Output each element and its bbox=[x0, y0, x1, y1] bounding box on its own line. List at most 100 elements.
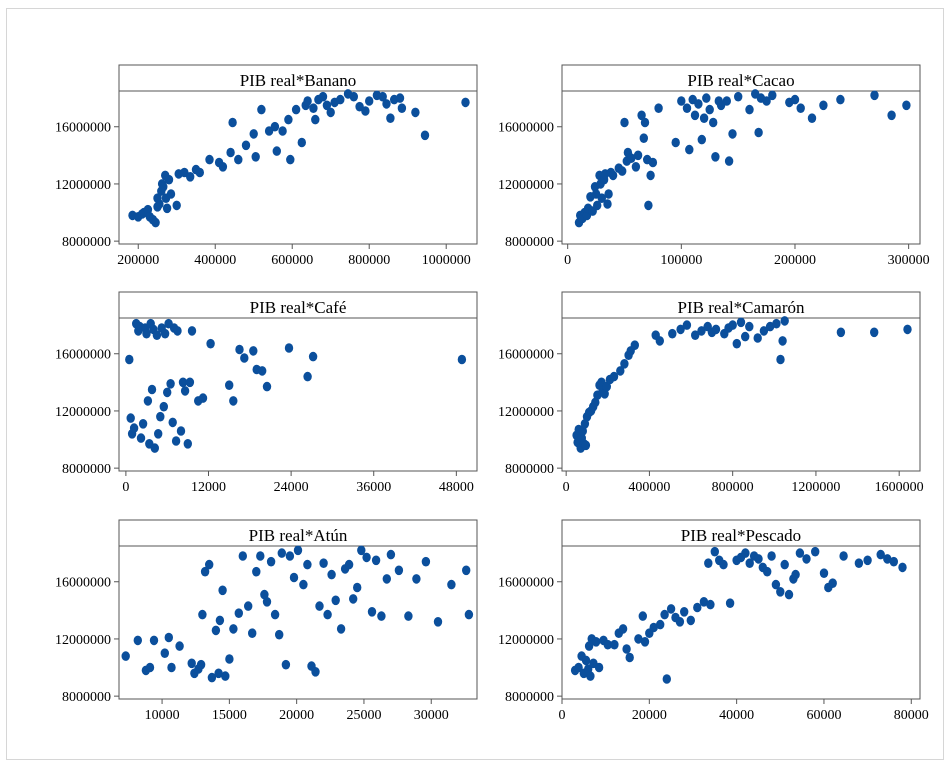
panel-4-point bbox=[736, 317, 746, 328]
panel-6-point bbox=[771, 579, 781, 590]
panel-3-point bbox=[198, 393, 208, 403]
panel-1-point bbox=[420, 130, 430, 141]
panel-2-point bbox=[734, 91, 743, 102]
panel-5-point bbox=[433, 617, 443, 627]
panel-2-point bbox=[677, 96, 686, 106]
panel-4-point bbox=[682, 320, 692, 330]
panel-1-point bbox=[159, 182, 168, 192]
panel-1-point bbox=[162, 203, 172, 214]
panel-5-point bbox=[382, 574, 391, 584]
panel-6-point bbox=[706, 599, 715, 610]
panel-1-point bbox=[241, 140, 251, 151]
panel-5-point bbox=[187, 658, 196, 669]
panel-6-point bbox=[693, 602, 702, 613]
panel-2-ytick-label: 16000000 bbox=[498, 121, 554, 136]
panel-2-point bbox=[671, 137, 680, 148]
panel-3-point bbox=[180, 386, 190, 396]
panel-2-point bbox=[705, 104, 714, 115]
panel-5-point bbox=[462, 565, 471, 576]
panel-1-point bbox=[318, 91, 328, 102]
panel-2-box bbox=[561, 64, 921, 245]
panel-1-point bbox=[378, 91, 387, 102]
panel-1-point bbox=[164, 174, 174, 185]
panel-2-point bbox=[745, 104, 754, 115]
panel-6-ytick-label: 12000000 bbox=[498, 633, 554, 648]
panel-6-point bbox=[618, 624, 628, 634]
panel-4-xtick-label: 800000 bbox=[712, 480, 754, 495]
panel-3-point bbox=[240, 353, 249, 363]
panel-2-point bbox=[644, 200, 653, 211]
panel-2-point bbox=[807, 113, 817, 123]
panel-1-point bbox=[151, 217, 160, 228]
panel-1-point bbox=[226, 147, 235, 158]
panel-3-ytick-label: 16000000 bbox=[55, 348, 111, 363]
panel-4-point bbox=[836, 327, 846, 338]
panel-1-point bbox=[395, 93, 405, 103]
panel-3-point bbox=[150, 443, 159, 453]
panel-1-point bbox=[336, 94, 345, 105]
panel-5-point bbox=[336, 624, 346, 634]
panel-4-ytick-label: 12000000 bbox=[498, 405, 554, 420]
panel-1-point bbox=[297, 137, 306, 148]
panel-4-xtick-label: 0 bbox=[563, 480, 570, 495]
panel-5-point bbox=[244, 601, 253, 611]
panel-2-point bbox=[620, 117, 629, 128]
panel-4-xtick-label: 400000 bbox=[628, 480, 670, 495]
panel-6-point bbox=[776, 587, 785, 597]
panel-3-point bbox=[262, 381, 272, 392]
panel-2-xtick-label: 0 bbox=[564, 253, 571, 268]
scatter-matrix: PIB real*Banano8000000120000001600000020… bbox=[55, 64, 930, 723]
panel-3-point bbox=[125, 354, 134, 365]
panel-3-point bbox=[160, 328, 170, 339]
panel-6-point bbox=[666, 604, 676, 614]
panel-5-ytick-label: 16000000 bbox=[55, 576, 111, 591]
panel-6-point bbox=[780, 559, 789, 570]
panel-4-xtick-label: 1600000 bbox=[875, 480, 924, 495]
panel-4-point bbox=[772, 318, 781, 329]
panel-6-ytick-label: 16000000 bbox=[498, 576, 554, 591]
panel-5-point bbox=[362, 552, 371, 563]
panel-5-point bbox=[275, 629, 284, 640]
panel-2-point bbox=[722, 96, 731, 106]
panel-1-xtick-label: 1000000 bbox=[422, 253, 471, 268]
panel-2-point bbox=[682, 103, 692, 113]
panel-3-title: PIB real*Café bbox=[250, 298, 347, 317]
panel-5-point bbox=[303, 559, 312, 570]
panel-6-point bbox=[883, 554, 892, 564]
panel-4-point bbox=[745, 321, 754, 332]
panel-3-point bbox=[168, 417, 177, 428]
panel-6-xtick-label: 80000 bbox=[894, 708, 929, 723]
panel-5-point bbox=[281, 659, 291, 670]
panel-3-point bbox=[187, 326, 197, 336]
panel-1-point bbox=[311, 114, 320, 125]
panel-1-point bbox=[349, 91, 358, 102]
panel-5-xtick-label: 25000 bbox=[346, 708, 381, 723]
panel-6-xtick-label: 20000 bbox=[632, 708, 667, 723]
panel-5-xtick-label: 15000 bbox=[212, 708, 247, 723]
panel-1-xtick-label: 400000 bbox=[194, 253, 236, 268]
panel-1-point bbox=[382, 99, 391, 109]
panel-5-point bbox=[260, 589, 269, 600]
panel-6-point bbox=[795, 548, 805, 558]
panel-3-point bbox=[154, 429, 163, 439]
panel-3-point bbox=[159, 401, 168, 412]
panel-1-xtick-label: 200000 bbox=[117, 253, 159, 268]
panel-6-title: PIB real*Pescado bbox=[681, 526, 801, 545]
panel-5-point bbox=[412, 574, 421, 584]
panel-5-point bbox=[225, 654, 234, 664]
panel-6-point bbox=[625, 652, 634, 663]
panel-3-point bbox=[138, 419, 148, 429]
panel-1-point bbox=[218, 162, 228, 172]
panel-6-point bbox=[811, 546, 820, 557]
panel-5-box bbox=[118, 519, 478, 700]
panel-3-point bbox=[258, 366, 267, 376]
panel-3-box bbox=[118, 291, 478, 472]
panel-2-point bbox=[711, 152, 720, 162]
panel-3-ytick-label: 12000000 bbox=[55, 405, 111, 420]
panel-4-point bbox=[759, 326, 769, 336]
panel-2-point bbox=[790, 94, 800, 105]
panel-4-point bbox=[870, 327, 879, 338]
panel-1-point bbox=[257, 104, 266, 115]
panel-5-point bbox=[315, 601, 324, 611]
panel-1-point bbox=[278, 126, 287, 136]
